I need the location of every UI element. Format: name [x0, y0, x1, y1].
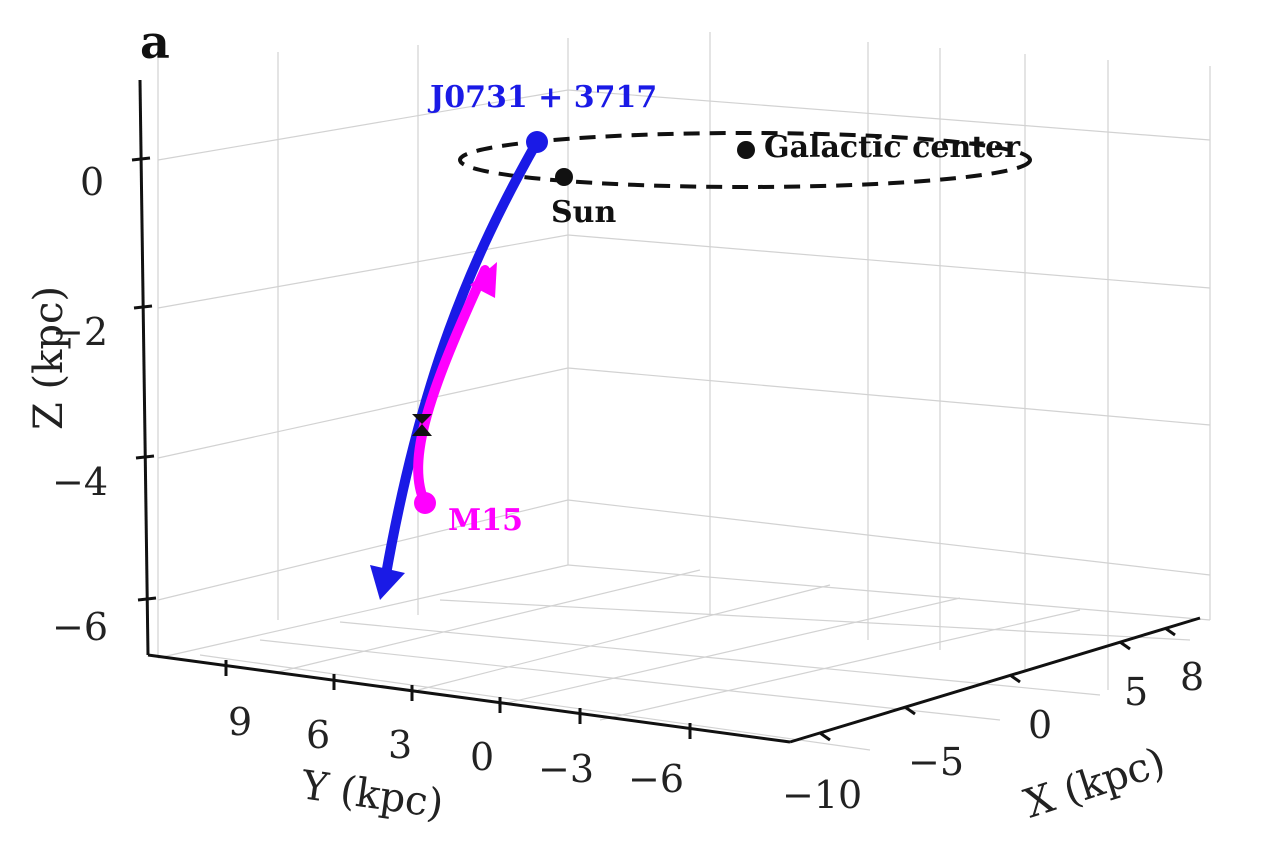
annotation-sun: Sun — [551, 195, 616, 230]
point-m15-start — [414, 492, 436, 514]
x-axis-line — [789, 616, 1201, 744]
z-tick-label: −2 — [52, 310, 108, 354]
annotation-j0731: J0731 + 3717 — [427, 80, 657, 115]
series-arrow-m15 — [470, 262, 497, 298]
x-tick-label: 8 — [1180, 655, 1204, 699]
y-axis-line — [147, 653, 791, 744]
point-sun — [555, 168, 573, 186]
x-tick-label: −5 — [908, 740, 964, 784]
z-axis-label: Z (kpc) — [26, 286, 72, 430]
y-tick-label: 9 — [228, 700, 252, 744]
y-tick-label: 0 — [470, 735, 494, 779]
grid-lines — [157, 32, 1211, 751]
z-tick-label: −6 — [52, 605, 108, 649]
z-tick-labels: 0 −2 −4 −6 — [52, 160, 108, 649]
tick-marks — [131, 156, 1176, 742]
y-tick-label: −3 — [538, 747, 594, 791]
x-tick-label: 0 — [1028, 703, 1052, 747]
series-arrow-j0731 — [370, 565, 405, 600]
y-tick-label: 6 — [306, 713, 330, 757]
x-tick-label: −10 — [782, 773, 862, 817]
annotation-galactic-center: Galactic center — [764, 130, 1021, 165]
series-line-j0731 — [380, 137, 542, 585]
y-tick-label: 3 — [388, 723, 412, 767]
panel-label: a — [140, 15, 170, 69]
z-axis-line — [138, 79, 150, 656]
crossing-hourglass-marker — [412, 414, 432, 436]
z-tick-label: −4 — [52, 460, 108, 504]
solar-orbit-ellipse — [458, 131, 1032, 189]
x-tick-label: 5 — [1124, 670, 1148, 714]
y-tick-labels: 9 6 3 0 −3 −6 — [228, 700, 684, 801]
axes — [138, 79, 1201, 744]
x-tick-labels: −10 −5 0 5 8 — [782, 655, 1204, 817]
y-tick-label: −6 — [628, 757, 684, 801]
point-galactic-center — [737, 141, 755, 159]
y-axis-label: Y (kpc) — [298, 762, 447, 828]
annotation-m15: M15 — [448, 503, 523, 538]
z-tick-label: 0 — [80, 160, 104, 204]
x-axis-label: X (kpc) — [1019, 739, 1171, 827]
point-j0731-start — [526, 131, 548, 153]
